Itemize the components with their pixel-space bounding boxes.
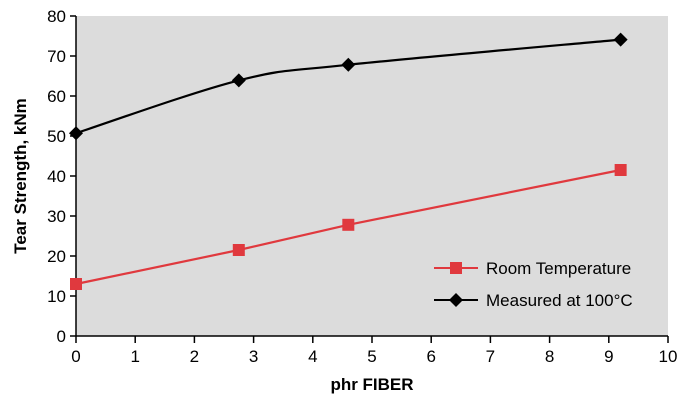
x-tick-label: 9 [604, 347, 613, 366]
x-tick-label: 0 [71, 347, 80, 366]
x-tick-label: 1 [130, 347, 139, 366]
data-point [342, 218, 355, 231]
data-point [69, 126, 83, 141]
x-tick-label: 6 [426, 347, 435, 366]
y-tick-label: 80 [47, 7, 66, 26]
y-tick-label: 30 [47, 207, 66, 226]
data-point [231, 73, 246, 88]
y-axis-title: Tear Strength, kNm [11, 98, 30, 254]
y-tick-label: 10 [47, 287, 66, 306]
y-tick-label: 50 [47, 127, 66, 146]
data-point [232, 244, 245, 256]
y-tick-label: 20 [47, 247, 66, 266]
legend: Room Temperature Measured at 100°C [434, 259, 633, 310]
legend-label-room-temperature: Room Temperature [486, 259, 631, 278]
x-tick-label: 5 [367, 347, 376, 366]
x-tick-label: 2 [190, 347, 199, 366]
data-point [70, 278, 82, 290]
plot-area [76, 16, 668, 336]
series-layer [69, 32, 628, 290]
x-tick-label: 8 [545, 347, 554, 366]
series-line-1 [75, 38, 621, 135]
x-axis-title: phr FIBER [330, 375, 413, 394]
data-point [614, 164, 627, 176]
legend-marker-room-temperature [450, 262, 462, 274]
y-axis: 0 10 20 30 40 50 60 70 80 [47, 7, 77, 346]
legend-marker-measured-100c [449, 293, 463, 307]
x-tick-label: 10 [659, 347, 678, 366]
data-point [341, 57, 356, 72]
x-tick-label: 3 [249, 347, 258, 366]
series-line-0 [75, 168, 621, 286]
y-tick-label: 0 [57, 327, 66, 346]
x-tick-label: 7 [486, 347, 495, 366]
x-axis: 0 1 2 3 4 5 6 7 8 9 10 [71, 335, 678, 366]
legend-label-measured-100c: Measured at 100°C [486, 291, 633, 310]
data-point [613, 32, 628, 47]
y-tick-label: 70 [47, 47, 66, 66]
x-tick-label: 4 [308, 347, 317, 366]
y-tick-label: 60 [47, 87, 66, 106]
y-tick-label: 40 [47, 167, 66, 186]
